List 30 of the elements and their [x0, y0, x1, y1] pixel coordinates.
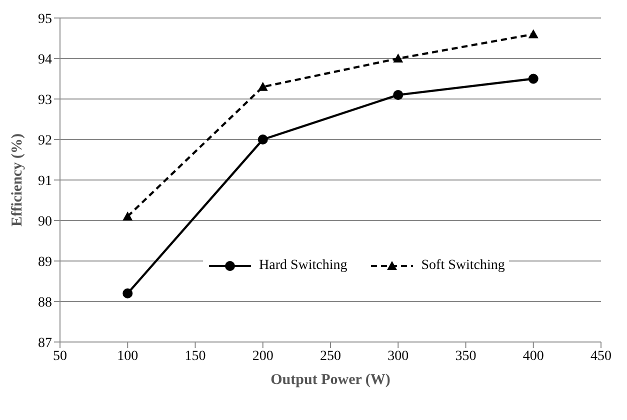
x-tick-label: 350: [455, 348, 476, 364]
x-tick-label: 300: [388, 348, 409, 364]
point: [122, 211, 133, 220]
legend-label: Soft Switching: [421, 258, 505, 274]
y-tick-label: 94: [38, 52, 52, 68]
point: [528, 29, 538, 38]
point: [393, 90, 404, 100]
legend-label: Hard Switching: [259, 258, 348, 274]
point: [528, 74, 538, 84]
x-axis-title: Output Power (W): [270, 372, 390, 388]
x-tick-label: 250: [320, 348, 341, 364]
x-tick-label: 400: [522, 348, 544, 364]
y-axis-title: Efficiency (%): [9, 134, 26, 226]
x-tick-label: 50: [53, 348, 67, 364]
x-tick-label: 450: [590, 348, 612, 364]
point: [258, 134, 268, 144]
y-tick-label: 89: [38, 254, 52, 270]
y-tick-label: 92: [38, 133, 52, 148]
x-tick-label: 200: [252, 348, 274, 364]
y-tick-label: 90: [38, 214, 52, 230]
y-tick-label: 87: [38, 336, 52, 351]
point: [258, 82, 268, 91]
y-tick-label: 95: [38, 12, 52, 27]
x-tick-label: 150: [184, 348, 206, 364]
point: [122, 288, 133, 298]
y-tick-label: 88: [38, 295, 52, 310]
y-tick-label: 91: [38, 174, 52, 189]
y-tick-label: 93: [38, 92, 52, 108]
point: [393, 54, 404, 62]
x-tick-label: 100: [117, 348, 138, 364]
